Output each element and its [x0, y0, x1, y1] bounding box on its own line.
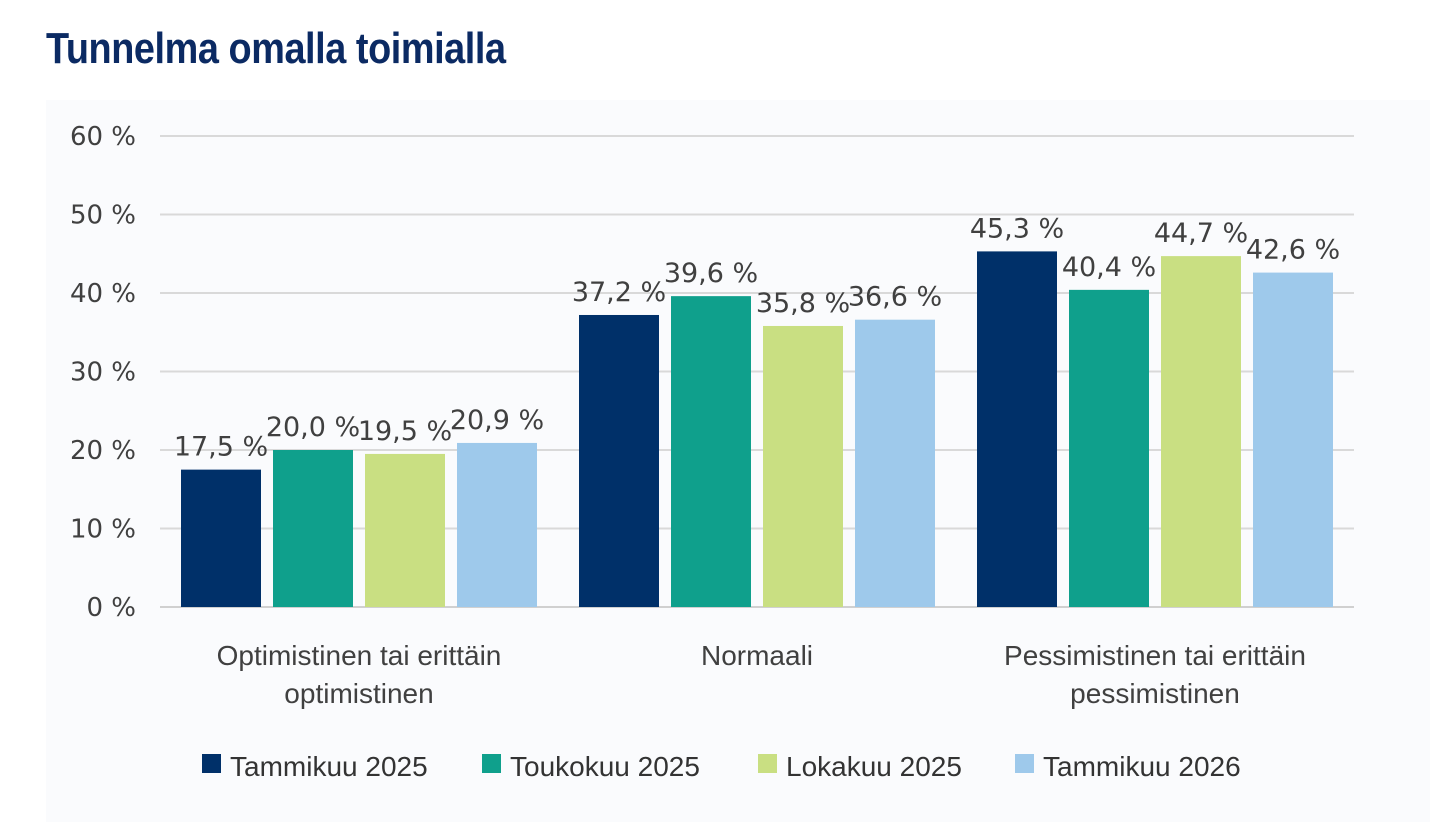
data-label: 20,9 % [450, 405, 544, 436]
category-label: Optimistinen tai erittäin [217, 640, 502, 671]
bar [763, 325, 843, 607]
data-label: 35,8 % [756, 288, 850, 319]
bar [977, 251, 1057, 607]
legend-label: Tammikuu 2026 [1043, 751, 1241, 782]
bar [457, 442, 537, 607]
data-label: 37,2 % [572, 277, 666, 308]
y-tick-label: 40 % [70, 279, 136, 309]
legend-label: Toukokuu 2025 [510, 751, 700, 782]
y-tick-label: 50 % [70, 201, 136, 231]
data-label: 40,4 % [1062, 252, 1156, 283]
category-label: Pessimistinen tai erittäin [1004, 640, 1306, 671]
bar [365, 453, 445, 607]
data-label: 42,6 % [1246, 235, 1340, 266]
bar [181, 469, 261, 607]
y-tick-label: 60 % [70, 122, 136, 152]
legend-label: Tammikuu 2025 [230, 751, 428, 782]
category-label: Normaali [701, 640, 813, 671]
data-label: 20,0 % [266, 412, 360, 443]
legend-label: Lokakuu 2025 [786, 751, 962, 782]
legend-swatch [758, 754, 777, 773]
y-tick-label: 30 % [70, 358, 136, 388]
y-tick-label: 0 % [86, 593, 136, 623]
legend-swatch [1015, 754, 1034, 773]
data-label: 19,5 % [358, 416, 452, 447]
data-label: 17,5 % [174, 432, 268, 463]
bar [855, 319, 935, 607]
data-label: 36,6 % [848, 282, 942, 313]
legend-swatch [482, 754, 501, 773]
data-label: 39,6 % [664, 258, 758, 289]
chart-title: Tunnelma omalla toimialla [46, 24, 506, 73]
y-tick-label: 10 % [70, 515, 136, 545]
bar [579, 314, 659, 607]
bar [1069, 289, 1149, 607]
legend-swatch [202, 754, 221, 773]
bar [1253, 272, 1333, 607]
data-label: 44,7 % [1154, 218, 1248, 249]
category-label: optimistinen [284, 678, 433, 709]
bar [273, 450, 353, 607]
category-label: pessimistinen [1070, 678, 1240, 709]
bar [671, 296, 751, 607]
bar [1161, 256, 1241, 607]
y-tick-label: 20 % [70, 436, 136, 466]
data-label: 45,3 % [970, 213, 1064, 244]
